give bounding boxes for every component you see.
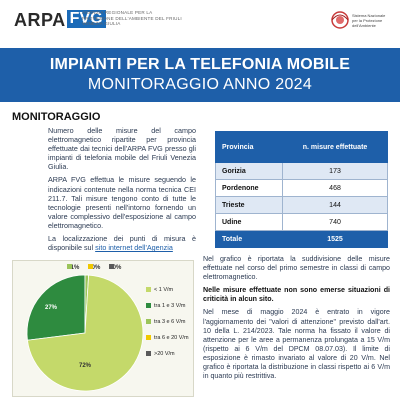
- header-provincia: Provincia: [214, 131, 284, 163]
- cell-provincia: Gorizia: [214, 162, 284, 180]
- snpa-logo: Sistema Nazionale per la Protezione dell…: [331, 11, 386, 29]
- pie-small-label-marker: [109, 264, 114, 269]
- legend-label: >20 V/m: [154, 351, 175, 357]
- page-header: ARPA FVG Agenzia regionale per la protez…: [0, 0, 400, 46]
- right-paragraph-1: Nel grafico è riportata la suddivisione …: [203, 255, 390, 282]
- pie-data-label: 0%: [113, 265, 122, 271]
- arpa-fvg-logo[interactable]: ARPA FVG: [14, 10, 106, 31]
- table-row: Pordenone 468: [214, 179, 388, 197]
- intro-paragraph-3: La localizzazione dei punti di misura è …: [48, 234, 196, 252]
- logo-subtitle: Agenzia regionale per la protezione dell…: [82, 10, 182, 26]
- measurements-table: Provincia n. misure effettuate Gorizia 1…: [214, 131, 388, 248]
- intro-paragraph-2a: ARPA FVG effettua le misure seguendo le …: [48, 175, 196, 203]
- pie-slice: [27, 274, 144, 392]
- svg-text:per la Protezione: per la Protezione: [352, 18, 383, 23]
- legend-label: < 1 V/m: [154, 287, 174, 293]
- table-row: Udine 740: [214, 213, 388, 231]
- cell-misure: 468: [282, 179, 388, 197]
- section-title: MONITORAGGIO: [12, 111, 101, 123]
- logo-fvg-text: FVG: [66, 10, 106, 28]
- intro-text: Numero delle misure del campo elettromag…: [48, 126, 196, 256]
- pie-small-label-marker: [67, 264, 72, 269]
- logo-arpa-text: ARPA: [14, 10, 66, 30]
- legend-label: tra 3 e 6 V/m: [154, 319, 186, 325]
- pie-data-label: 1%: [71, 265, 80, 271]
- pie-data-label: 27%: [45, 305, 58, 311]
- table-row: Trieste 144: [214, 196, 388, 214]
- intro-paragraph-2b: Tali misure tengono conto di tutte le te…: [48, 193, 196, 230]
- right-paragraph-2-bold: Nelle misure effettuate non sono emerse …: [203, 286, 390, 304]
- legend-label: tra 1 e 3 V/m: [154, 303, 186, 309]
- right-column-text: Nel grafico è riportata la suddivisione …: [203, 255, 390, 385]
- legend-swatch: [146, 303, 151, 308]
- cell-misure: 144: [282, 196, 388, 214]
- right-paragraph-3: Nel mese di maggio 2024 è entrato in vig…: [203, 308, 390, 381]
- legend-swatch: [146, 351, 151, 356]
- cell-provincia: Trieste: [214, 196, 284, 214]
- legend-swatch: [146, 287, 151, 292]
- header-misure: n. misure effettuate: [282, 131, 388, 163]
- pie-small-label-marker: [88, 264, 93, 269]
- table-total-row: Totale 1525: [214, 230, 388, 248]
- cell-misure: 173: [282, 162, 388, 180]
- pie-slice: [26, 274, 86, 341]
- title-banner: IMPIANTI PER LA TELEFONIA MOBILE MONITOR…: [0, 48, 400, 102]
- measurement-classes-chart: 72% 27% 1% 0% 0% < 1 V/m tra 1 e 3 V/m tra 3 e …: [12, 260, 194, 397]
- cell-total-label: Totale: [214, 230, 284, 248]
- table-row: Gorizia 173: [214, 162, 388, 180]
- right-paragraph-2: Nelle misure effettuate non sono emerse …: [203, 286, 390, 304]
- legend-swatch: [146, 335, 151, 340]
- svg-text:dell'Ambiente: dell'Ambiente: [352, 23, 377, 28]
- legend-swatch: [146, 319, 151, 324]
- intro-paragraph-3-text: La localizzazione dei punti di misura è …: [48, 234, 196, 253]
- cell-provincia: Pordenone: [214, 179, 284, 197]
- pie-data-label: 72%: [79, 363, 92, 369]
- pie-data-label: 0%: [92, 265, 101, 271]
- banner-title: IMPIANTI PER LA TELEFONIA MOBILE: [49, 56, 351, 73]
- pie-chart-svg: 72% 27% 1% 0% 0% < 1 V/m tra 1 e 3 V/m tra 3 e …: [26, 264, 189, 392]
- intro-paragraph-1: Numero delle misure del campo elettromag…: [48, 126, 196, 172]
- agency-website-link[interactable]: sito internet dell'Agenzia: [95, 243, 173, 253]
- intro-paragraph-2: ARPA FVG effettua le misure seguendo le …: [48, 175, 196, 230]
- cell-provincia: Udine: [214, 213, 284, 231]
- legend-label: tra 6 e 20 V/m: [154, 335, 189, 341]
- cell-total-value: 1525: [282, 230, 388, 248]
- banner-subtitle: MONITORAGGIO ANNO 2024: [87, 76, 313, 93]
- svg-text:Sistema Nazionale: Sistema Nazionale: [352, 13, 386, 18]
- cell-misure: 740: [282, 213, 388, 231]
